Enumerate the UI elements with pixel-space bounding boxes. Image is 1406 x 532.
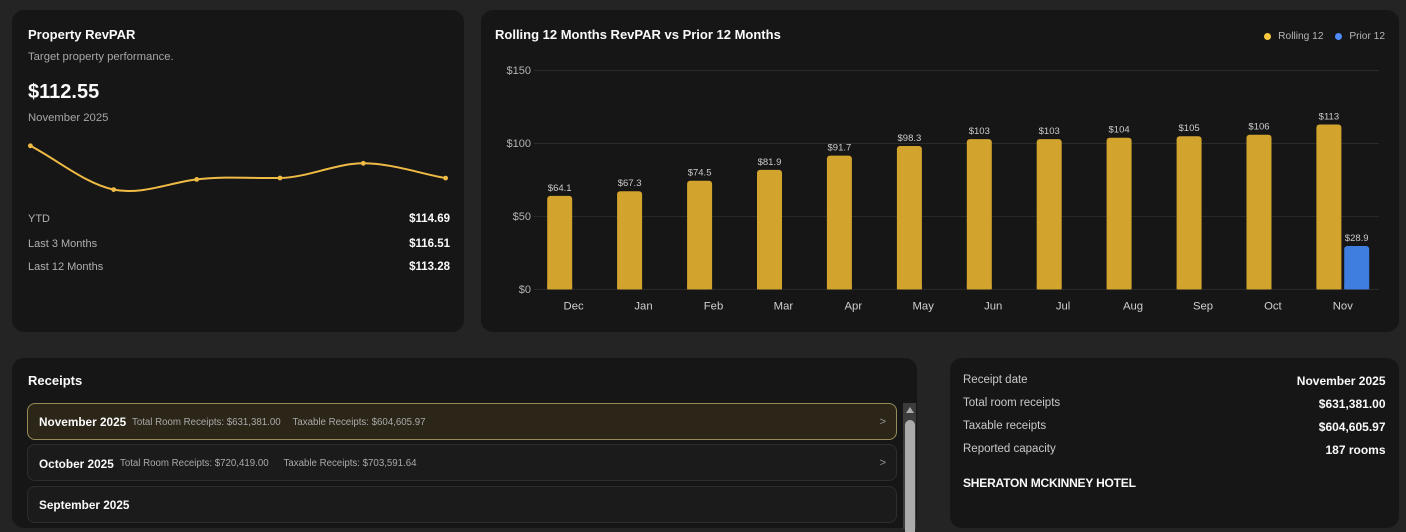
- svg-text:$91.7: $91.7: [828, 143, 852, 154]
- svg-text:$113: $113: [1319, 112, 1339, 123]
- svg-text:Nov: Nov: [1333, 301, 1353, 313]
- svg-text:Jan: Jan: [634, 301, 652, 313]
- svg-text:$81.9: $81.9: [758, 157, 782, 168]
- svg-text:$104: $104: [1109, 125, 1130, 136]
- svg-text:$150: $150: [507, 65, 531, 77]
- svg-text:Jun: Jun: [984, 301, 1002, 313]
- svg-text:$98.3: $98.3: [898, 133, 922, 144]
- svg-text:Dec: Dec: [564, 301, 584, 313]
- svg-text:$50: $50: [513, 211, 531, 223]
- svg-text:Feb: Feb: [704, 301, 723, 313]
- svg-text:$103: $103: [1039, 126, 1060, 137]
- svg-text:$105: $105: [1179, 123, 1200, 134]
- svg-text:$64.1: $64.1: [548, 183, 572, 194]
- svg-text:$67.3: $67.3: [618, 178, 642, 189]
- svg-text:$106: $106: [1248, 122, 1269, 133]
- svg-text:Apr: Apr: [845, 301, 863, 313]
- svg-text:$103: $103: [969, 126, 990, 137]
- svg-text:Aug: Aug: [1123, 301, 1143, 313]
- svg-text:May: May: [913, 301, 935, 313]
- svg-text:Oct: Oct: [1264, 301, 1282, 313]
- svg-text:$74.5: $74.5: [688, 168, 712, 179]
- svg-text:$100: $100: [507, 138, 531, 150]
- svg-text:Mar: Mar: [774, 301, 794, 313]
- svg-text:$0: $0: [519, 284, 531, 296]
- svg-text:Sep: Sep: [1193, 301, 1213, 313]
- svg-text:Jul: Jul: [1056, 301, 1070, 313]
- svg-text:$28.9: $28.9: [1345, 233, 1369, 244]
